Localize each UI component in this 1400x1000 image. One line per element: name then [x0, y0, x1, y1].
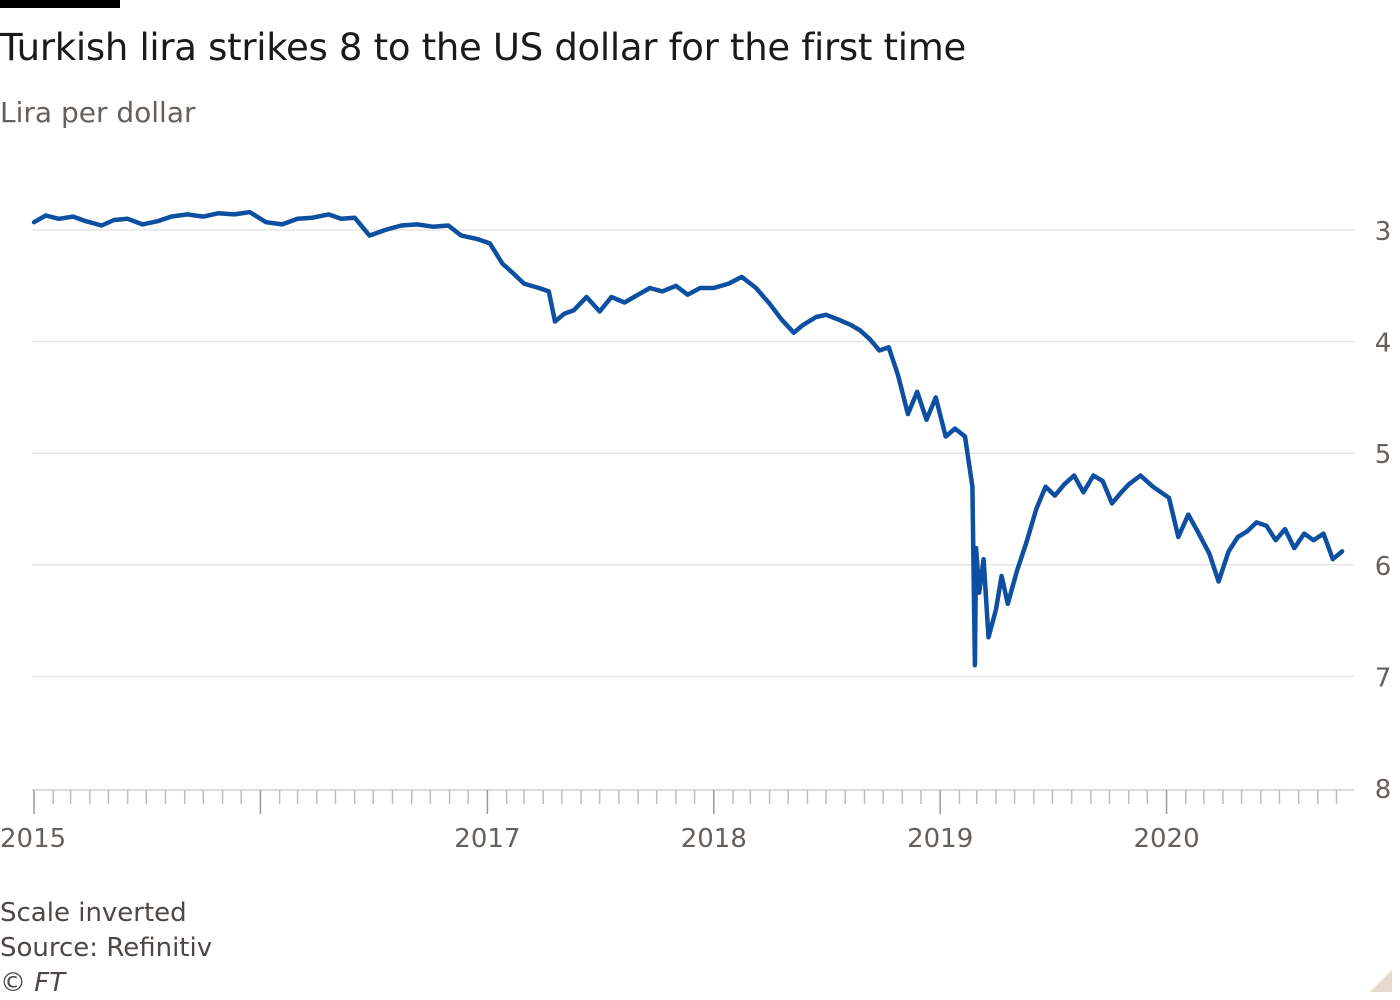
ft-top-bar — [0, 0, 120, 8]
source-line: Source: Refinitiv — [0, 933, 213, 963]
corner-fold-icon — [1370, 970, 1392, 992]
y-tick-label: 5 — [1375, 440, 1392, 470]
y-tick-label: 4 — [1375, 329, 1392, 359]
x-axis: 2015 2017 2018 2019 2020 — [0, 789, 1354, 854]
copyright: © FT — [0, 968, 66, 998]
x-tick-label: 2018 — [681, 824, 747, 854]
line-chart: 3 4 5 6 7 8 2015 2017 2018 2019 2020 — [0, 209, 1392, 854]
scale-note: Scale inverted — [0, 898, 187, 928]
series-line — [31, 209, 1345, 668]
x-tick-label: 2017 — [454, 824, 520, 854]
y-tick-label: 7 — [1375, 663, 1392, 693]
y-tick-label: 3 — [1375, 217, 1392, 247]
grid-lines — [32, 229, 1354, 678]
y-axis-tick-labels: 3 4 5 6 7 8 — [1375, 217, 1392, 805]
y-tick-label: 6 — [1375, 552, 1392, 582]
chart-title: Turkish lira strikes 8 to the US dollar … — [0, 26, 966, 69]
y-tick-label: 8 — [1375, 775, 1392, 805]
chart-subtitle: Lira per dollar — [0, 96, 196, 129]
x-tick-label: 2019 — [907, 824, 973, 854]
x-tick-label: 2015 — [0, 824, 66, 854]
x-tick-label: 2020 — [1133, 824, 1199, 854]
